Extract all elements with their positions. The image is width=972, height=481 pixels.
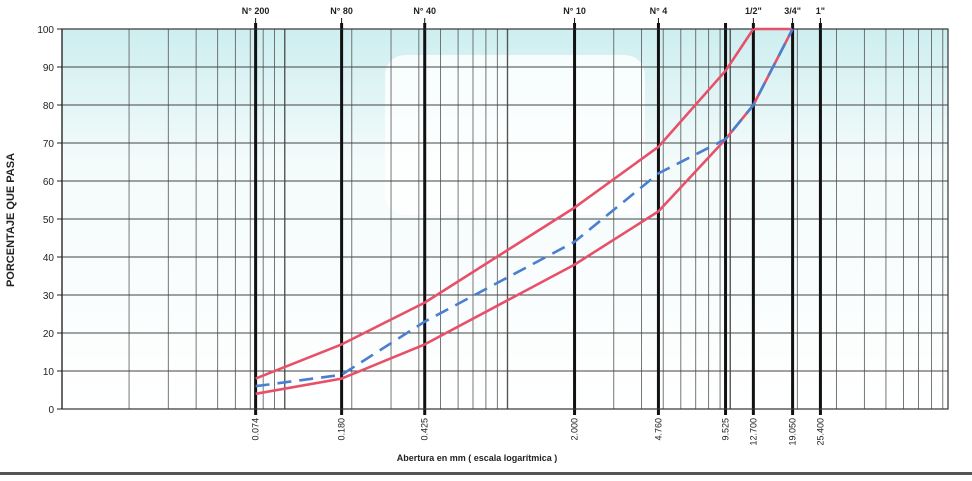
top-tick-label: N° 10 [563,6,586,16]
y-tick-label: 60 [43,177,55,188]
x-tick-label: 0.425 [420,418,430,441]
top-tick-label: 1/2" [745,6,762,16]
x-tick-label: 12.700 [748,418,758,446]
x-tick-label: 4.760 [653,418,663,441]
top-tick-label: 1" [816,6,825,16]
y-tick-label: 30 [43,291,55,302]
top-tick-label: N° 40 [413,6,436,16]
y-axis-label: PORCENTAJE QUE PASA [5,153,17,287]
x-axis-label: Abertura en mm ( escala logarítmica ) [397,453,558,463]
y-tick-label: 10 [43,367,55,378]
y-tick-label: 0 [48,405,54,416]
x-tick-label: 0.074 [251,418,261,441]
bottom-rule [0,472,972,475]
y-tick-label: 70 [43,139,55,150]
y-tick-label: 100 [37,25,54,36]
y-tick-label: 40 [43,253,55,264]
top-tick-label: 3/4" [784,6,801,16]
x-tick-label: 19.050 [788,418,798,446]
y-tick-label: 50 [43,215,55,226]
chart: PORCENTAJE QUE PASA Abertura en mm ( esc… [0,0,972,481]
top-tick-label: N° 4 [650,6,668,16]
top-tick-label: N° 200 [242,6,270,16]
top-tick-label: N° 80 [330,6,353,16]
x-tick-label: 25.400 [815,418,825,446]
x-tick-label: 9.525 [721,418,731,441]
x-tick-label: 2.000 [570,418,580,441]
y-tick-label: 80 [43,101,55,112]
y-tick-label: 90 [43,63,55,74]
x-tick-label: 0.180 [337,418,347,441]
y-tick-label: 20 [43,329,55,340]
